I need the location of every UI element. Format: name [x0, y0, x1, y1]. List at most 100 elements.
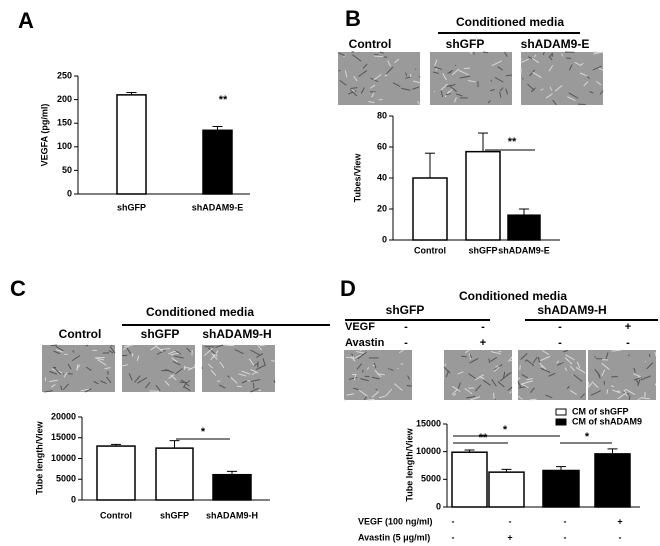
micrograph-texture — [346, 393, 355, 396]
micrograph-texture — [173, 355, 184, 359]
x-tick-label: shGFP — [160, 510, 189, 520]
micrograph-texture — [569, 390, 577, 396]
y-axis-label: Tubes/View — [352, 153, 362, 203]
micrograph-texture — [184, 366, 192, 369]
micrograph-texture — [499, 87, 504, 92]
micrograph-texture — [446, 84, 456, 87]
micrograph-texture — [482, 379, 491, 386]
micrograph-texture — [494, 364, 503, 371]
micrograph-texture — [175, 349, 182, 355]
micrograph-texture — [353, 373, 357, 381]
micrograph-texture — [576, 361, 581, 369]
bar — [594, 453, 631, 508]
micrograph-texture — [350, 87, 358, 89]
y-tick-label: 20 — [377, 203, 387, 213]
micrograph-texture — [50, 384, 56, 388]
micrograph-texture — [654, 383, 657, 386]
significance: ** — [219, 94, 228, 106]
micrograph-texture — [521, 374, 529, 379]
micrograph-texture — [493, 366, 500, 373]
micrograph-texture — [517, 395, 523, 400]
bar — [507, 214, 541, 241]
micrograph-texture — [104, 367, 111, 370]
micrograph-texture — [541, 349, 550, 355]
micrograph — [42, 345, 115, 392]
micrograph-texture — [368, 101, 375, 104]
micrograph-texture — [633, 373, 641, 378]
panel-label: B — [345, 6, 361, 31]
micrograph-texture — [207, 363, 214, 369]
micrograph-texture — [387, 60, 391, 67]
image-label: shGFP — [446, 37, 485, 51]
micrograph-texture — [469, 357, 479, 364]
y-tick-label: 50 — [62, 165, 72, 175]
micrograph-texture — [444, 363, 447, 367]
micrograph-texture — [466, 395, 476, 399]
micrograph-texture — [256, 353, 264, 358]
micrograph-texture — [124, 344, 134, 347]
micrograph-texture — [406, 385, 413, 387]
micrograph-texture — [561, 53, 564, 57]
micrograph-texture — [348, 376, 358, 380]
micrograph-texture — [338, 69, 341, 72]
micrograph-texture — [502, 371, 506, 379]
micrograph-texture — [556, 360, 560, 364]
micrograph-texture — [236, 385, 242, 388]
micrograph-texture — [356, 363, 363, 370]
micrograph-texture — [378, 98, 383, 101]
micrograph-texture — [593, 51, 602, 55]
micrograph-texture — [595, 80, 602, 86]
micrograph-texture — [497, 66, 504, 71]
micrograph-texture — [474, 374, 485, 381]
row-mark: - — [452, 532, 455, 542]
micrograph-texture — [155, 384, 161, 392]
micrograph-texture — [568, 92, 579, 99]
micrograph-texture — [529, 398, 537, 401]
micrograph-texture — [433, 90, 436, 93]
y-tick-label: 200 — [57, 94, 72, 104]
micrograph-texture — [360, 87, 365, 94]
micrograph-texture — [255, 364, 266, 371]
micrograph-texture — [387, 367, 394, 372]
micrograph-texture — [76, 364, 79, 371]
bar — [488, 471, 525, 508]
micrograph-texture — [106, 376, 112, 384]
micrograph-texture — [548, 372, 556, 377]
micrograph-texture — [520, 383, 529, 389]
row-mark: - — [558, 321, 562, 333]
micrograph-texture — [174, 368, 183, 375]
micrograph-texture — [350, 89, 355, 93]
legend-label: CM of shADAM9 — [572, 416, 642, 426]
micrograph-texture — [507, 386, 513, 391]
row-mark: + — [617, 516, 622, 526]
micrograph-texture — [457, 382, 461, 389]
micrograph-texture — [338, 52, 345, 57]
panel-label: C — [10, 276, 26, 301]
micrograph-texture — [557, 361, 564, 366]
micrograph-texture — [150, 345, 158, 351]
group-label: shGFP — [386, 303, 425, 317]
micrograph-texture — [164, 369, 174, 374]
micrograph-texture — [530, 387, 535, 393]
x-tick-label: shADAM9-E — [498, 245, 550, 255]
row-label: VEGF — [345, 321, 375, 333]
micrograph-texture — [374, 55, 384, 58]
micrograph-texture — [253, 362, 259, 367]
image-label: shADAM9-E — [521, 37, 590, 51]
micrograph-texture — [625, 388, 636, 395]
micrograph-texture — [67, 363, 72, 370]
micrograph-texture — [469, 396, 481, 401]
micrograph-texture — [451, 388, 458, 396]
y-axis-label: Tube length/View — [34, 420, 44, 494]
micrograph-texture — [628, 395, 631, 400]
micrograph-texture — [363, 396, 368, 401]
micrograph-texture — [590, 390, 601, 396]
x-tick-label: shADAM9-E — [192, 202, 244, 212]
y-tick-label: 60 — [377, 141, 387, 151]
x-tick-label: shGFP — [468, 245, 497, 255]
micrograph-texture — [137, 377, 148, 384]
micrograph-texture — [490, 350, 502, 355]
micrograph-texture — [491, 379, 497, 387]
micrograph-texture — [453, 393, 457, 397]
micrograph-texture — [540, 88, 544, 91]
